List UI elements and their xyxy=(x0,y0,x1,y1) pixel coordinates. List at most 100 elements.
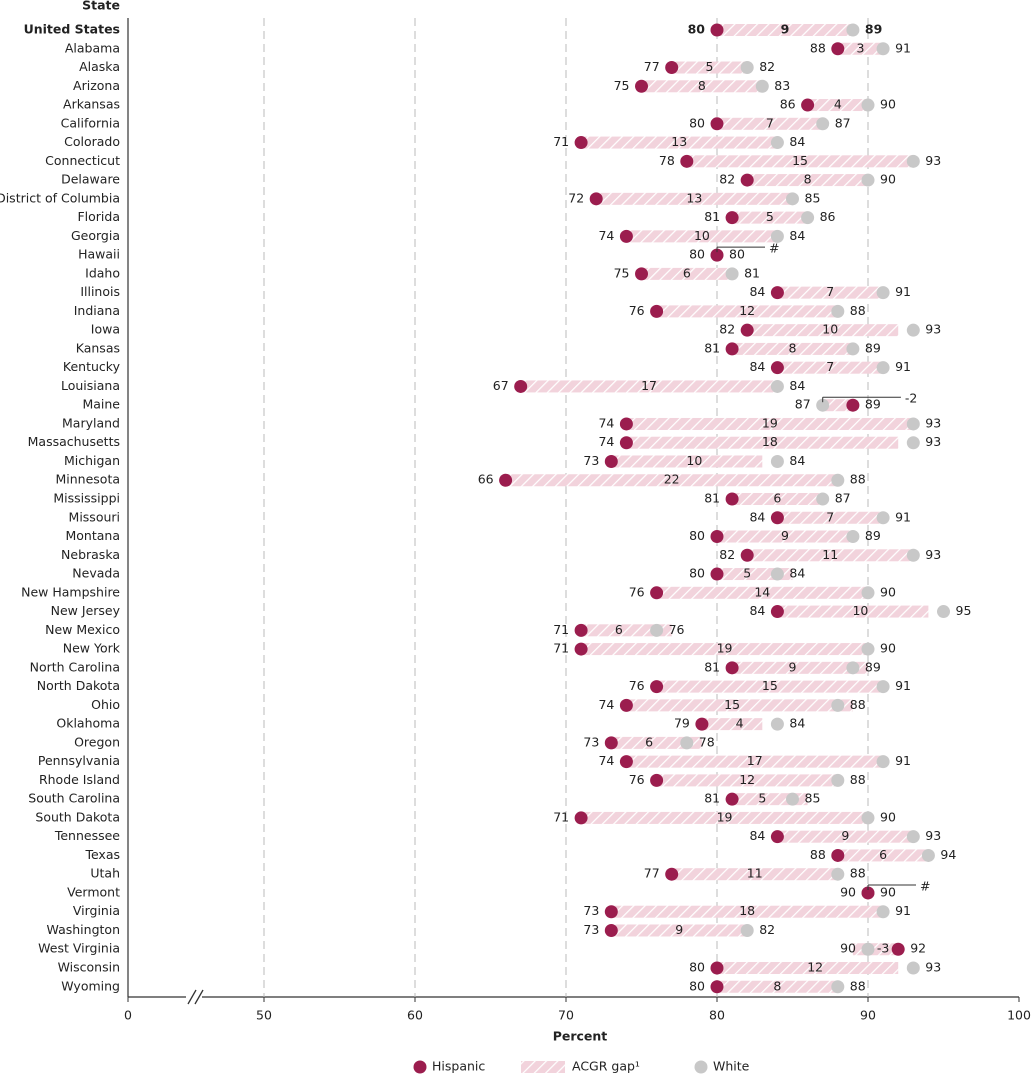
gap-label: 5 xyxy=(705,59,713,74)
gap-label: # xyxy=(769,241,779,256)
value-label: 81 xyxy=(704,340,720,355)
y-tick-label: South Carolina xyxy=(28,791,120,806)
gap-label: 7 xyxy=(826,359,834,374)
gap-bar xyxy=(777,830,914,843)
gap-label: 4 xyxy=(736,716,744,731)
gap-bar xyxy=(641,80,763,93)
y-tick-label: Rhode Island xyxy=(39,772,120,787)
value-label: 80 xyxy=(688,22,706,37)
y-tick-label: Missouri xyxy=(69,509,120,524)
white-dot xyxy=(861,642,875,656)
hispanic-dot xyxy=(725,792,739,806)
hispanic-dot xyxy=(619,436,633,450)
value-label: 91 xyxy=(895,284,911,299)
value-label: 71 xyxy=(553,134,569,149)
gap-bar xyxy=(505,474,838,487)
hispanic-dot xyxy=(846,398,860,412)
value-label: 74 xyxy=(598,434,614,449)
value-label: 76 xyxy=(669,622,685,637)
gap-label: 10 xyxy=(822,322,838,337)
gap-bar xyxy=(717,24,853,36)
value-label: 71 xyxy=(553,641,569,656)
hispanic-dot xyxy=(710,23,724,37)
gap-bar xyxy=(732,661,868,674)
white-dot xyxy=(846,530,860,544)
value-label: 94 xyxy=(940,847,956,862)
value-label: 93 xyxy=(925,434,941,449)
value-label: 81 xyxy=(704,209,720,224)
y-tick-label: Oregon xyxy=(74,734,120,749)
x-tick-label: 100 xyxy=(1007,1008,1031,1023)
gap-label: 6 xyxy=(615,622,623,637)
white-dot xyxy=(876,361,890,375)
gap-label: # xyxy=(920,878,930,893)
gap-label: 17 xyxy=(641,378,657,393)
value-label: 75 xyxy=(614,78,630,93)
gap-label: 11 xyxy=(822,547,838,562)
value-label: 86 xyxy=(820,209,836,224)
hispanic-dot xyxy=(650,304,664,318)
hispanic-dot xyxy=(770,361,784,375)
hispanic-dot xyxy=(725,211,739,225)
value-label: 73 xyxy=(583,922,599,937)
value-label: 76 xyxy=(629,678,645,693)
value-label: 81 xyxy=(704,791,720,806)
value-label: 90 xyxy=(840,941,856,956)
white-dot xyxy=(801,211,815,225)
white-dot xyxy=(786,192,799,206)
gap-label: 4 xyxy=(834,97,842,112)
value-label: 80 xyxy=(689,247,705,262)
gap-bar xyxy=(626,436,899,449)
value-label: 71 xyxy=(553,622,569,637)
value-label: 90 xyxy=(880,641,896,656)
value-label: 76 xyxy=(629,303,645,318)
white-dot xyxy=(861,942,875,956)
gap-label: 9 xyxy=(789,659,797,674)
value-label: 91 xyxy=(895,40,911,55)
y-tick-label: North Dakota xyxy=(37,678,120,693)
y-tick-label: New Hampshire xyxy=(21,584,120,599)
x-tick-label: 0 xyxy=(124,1008,132,1023)
y-tick-label: New Jersey xyxy=(51,603,121,618)
white-dot xyxy=(770,379,784,393)
hispanic-dot xyxy=(514,379,528,393)
gap-bar xyxy=(656,586,868,599)
y-tick-label: Florida xyxy=(77,209,120,224)
gap-bar xyxy=(822,399,853,412)
gap-bar xyxy=(747,324,899,337)
legend-label: ACGR gap¹ xyxy=(572,1059,640,1074)
white-dot xyxy=(725,267,739,281)
white-dot xyxy=(906,548,920,562)
gap-label: 19 xyxy=(717,641,733,656)
y-tick-label: West Virginia xyxy=(38,941,120,956)
value-label: 90 xyxy=(880,884,896,899)
value-label: 82 xyxy=(759,59,775,74)
value-label: 80 xyxy=(689,978,705,993)
y-tick-label: Maine xyxy=(82,397,120,412)
value-label: 95 xyxy=(956,603,972,618)
y-tick-label: Montana xyxy=(66,528,121,543)
hispanic-dot xyxy=(695,717,709,731)
value-label: 74 xyxy=(598,697,614,712)
hispanic-dot xyxy=(650,680,664,694)
gap-bar xyxy=(852,943,899,956)
hispanic-dot xyxy=(635,267,648,281)
gap-bar xyxy=(717,980,838,993)
value-label: 84 xyxy=(789,716,805,731)
value-label: 84 xyxy=(749,603,765,618)
white-dot xyxy=(831,773,845,787)
gap-bar xyxy=(596,192,793,205)
legend-swatch xyxy=(521,1061,565,1073)
white-dot xyxy=(846,342,860,356)
value-label: 80 xyxy=(689,566,705,581)
value-label: 67 xyxy=(493,378,509,393)
y-tick-label: Oklahoma xyxy=(56,716,120,731)
hispanic-dot xyxy=(619,229,633,243)
y-tick-label: Kentucky xyxy=(63,359,121,374)
gap-bar xyxy=(732,342,853,355)
white-dot xyxy=(861,98,875,112)
value-label: 89 xyxy=(865,528,881,543)
gap-label: 3 xyxy=(856,40,864,55)
white-dot xyxy=(740,61,754,75)
gap-bar xyxy=(656,680,884,693)
